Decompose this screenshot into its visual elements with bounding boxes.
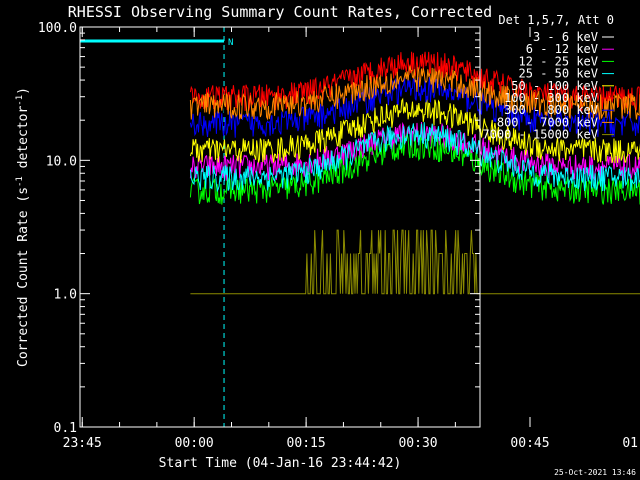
legend-label: 300 - 800 keV — [504, 103, 598, 117]
legend-label: 25 - 50 keV — [519, 67, 598, 81]
legend-label: 6 - 12 keV — [526, 42, 598, 56]
y-tick-label: 100.0 — [38, 21, 77, 36]
x-tick-label: 23:45 — [63, 436, 102, 451]
x-tick-label: 00:15 — [287, 436, 326, 451]
series-line — [189, 65, 640, 121]
y-axis-label: Corrected Count Rate (s-1 detector-1) — [15, 87, 31, 367]
y-tick-label: 0.1 — [54, 421, 77, 436]
series-line — [189, 122, 640, 193]
legend-label: 12 - 25 keV — [519, 54, 598, 68]
plot-frame — [79, 26, 481, 428]
legend-label: 50 - 100 keV — [511, 79, 598, 93]
x-tick-label: 00:00 — [175, 436, 214, 451]
timestamp: 25-Oct-2021 13:46 — [554, 468, 636, 477]
y-tick-label: 10.0 — [46, 154, 77, 169]
y-axis: 0.1 1.0 10.0 100.0 — [38, 21, 480, 436]
series-line — [190, 229, 640, 295]
x-tick-label: 01:00 — [622, 436, 640, 451]
series-line — [189, 97, 640, 164]
series-line — [189, 51, 640, 113]
legend-label: 100 - 300 keV — [504, 91, 598, 105]
series-layer — [189, 51, 640, 295]
y-tick-label: 1.0 — [54, 288, 77, 303]
legend-label: 3 - 6 keV — [533, 30, 598, 44]
legend-label: 7000 - 15000 keV — [482, 128, 598, 142]
legend-label: 800 - 7000 keV — [497, 115, 598, 129]
x-tick-label: 00:45 — [510, 436, 549, 451]
series-line — [189, 76, 640, 138]
x-axis-label: Start Time (04-Jan-16 23:44:42) — [159, 456, 402, 471]
night-label: N — [228, 38, 233, 48]
x-tick-label: 00:30 — [398, 436, 437, 451]
chart-title: RHESSI Observing Summary Count Rates, Co… — [68, 3, 492, 21]
series-line — [189, 132, 640, 205]
legend-title: Det 1,5,7, Att 0 — [498, 13, 614, 27]
